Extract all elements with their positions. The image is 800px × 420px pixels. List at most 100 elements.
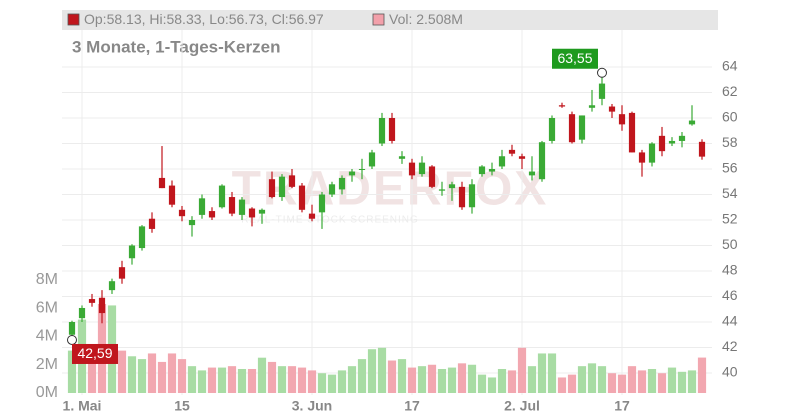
candle-body (388, 118, 396, 141)
volume-bar (317, 373, 327, 393)
candle-body (508, 149, 516, 154)
candle-body (448, 184, 456, 189)
volume-bar (537, 353, 547, 393)
candle-body (268, 179, 276, 198)
x-tick-label: 1. Mai (63, 398, 102, 414)
volume-bar (637, 370, 647, 393)
candle-body (558, 105, 566, 107)
volume-bar (267, 361, 277, 393)
candle-body (588, 105, 596, 108)
candle-body (458, 186, 466, 208)
candle-body (538, 142, 546, 180)
candle-body (478, 166, 486, 175)
volume-bar (447, 367, 457, 393)
annotation-marker (597, 67, 607, 78)
volume-bar (597, 366, 607, 393)
candle-body (518, 156, 526, 159)
candle-body (178, 209, 186, 217)
candle-body (298, 185, 306, 210)
candle-body (68, 322, 76, 335)
candle-body (618, 114, 626, 125)
annotation-label: 42,59 (77, 345, 112, 361)
y-tick-label: 46 (722, 287, 738, 303)
candle-body (408, 162, 416, 176)
volume-tick-label: 8M (36, 271, 58, 288)
candle-body (398, 156, 406, 159)
annotation-box (552, 48, 598, 69)
volume-bar (627, 366, 637, 393)
x-tick-label: 3. Jun (292, 398, 332, 414)
candle-body (418, 162, 426, 175)
volume-bar (587, 363, 597, 393)
candle-body (198, 198, 206, 215)
volume-bar (227, 366, 237, 393)
volume-bar (177, 359, 187, 393)
volume-bar (697, 357, 707, 393)
annotation-marker (67, 334, 77, 345)
volume-bar (667, 367, 677, 393)
candle-body (218, 185, 226, 208)
volume-bar (517, 347, 527, 393)
candle-body (548, 118, 556, 141)
candle-body (248, 208, 256, 218)
candle-body (638, 152, 646, 163)
volume-bar (397, 359, 407, 393)
candle-body (598, 83, 606, 99)
volume-bar (167, 353, 177, 393)
candle-body (358, 169, 366, 170)
volume-bar (427, 364, 437, 393)
candle-body (528, 171, 536, 176)
candle-body (428, 166, 436, 187)
candle-body (698, 141, 706, 157)
volume-bar (357, 359, 367, 393)
volume-bar (337, 370, 347, 393)
volume-bar (467, 364, 477, 393)
volume-bar (617, 374, 627, 393)
volume-bar (117, 350, 127, 393)
volume-tick-label: 6M (36, 299, 58, 316)
volume-bar (657, 373, 667, 393)
volume-bar (307, 370, 317, 393)
volume-bar (457, 363, 467, 393)
volume-bar (557, 377, 567, 393)
volume-tick-label: 0M (36, 384, 58, 401)
candle-body (658, 135, 666, 152)
volume-bar (87, 347, 97, 393)
candle-body (78, 307, 86, 319)
volume-bar (277, 366, 287, 393)
y-tick-label: 44 (722, 313, 738, 329)
x-tick-label: 17 (404, 398, 420, 414)
legend-swatch (67, 13, 80, 26)
volume-bar (417, 366, 427, 393)
volume-bar (367, 349, 377, 393)
y-tick-label: 42 (722, 338, 738, 354)
candle-body (568, 114, 576, 143)
volume-bar (387, 360, 397, 393)
volume-bar (677, 371, 687, 393)
volume-bar (187, 366, 197, 393)
volume-bar (247, 368, 257, 393)
volume-bar (217, 367, 227, 393)
volume-bar (547, 353, 557, 393)
x-tick-label: 17 (614, 398, 630, 414)
candle-body (238, 199, 246, 215)
x-tick-label: 2. Jul (504, 398, 540, 414)
volume-tick-label: 2M (36, 356, 58, 373)
volume-bar (237, 368, 247, 393)
volume-bar (207, 367, 217, 393)
volume-bar (147, 353, 157, 393)
candle-body (208, 211, 216, 218)
y-tick-label: 58 (722, 134, 738, 150)
candle-body (98, 297, 106, 314)
volume-bar (477, 374, 487, 393)
candle-body (318, 194, 326, 213)
candle-body (678, 135, 686, 141)
subtitle: 3 Monate, 1-Tages-Kerzen (72, 37, 280, 56)
volume-bar (127, 356, 137, 393)
candle-body (188, 220, 196, 226)
candle-body (498, 156, 506, 167)
candle-body (628, 112, 636, 153)
candle-body (378, 118, 386, 144)
candle-body (118, 267, 126, 279)
y-tick-label: 56 (722, 160, 738, 176)
